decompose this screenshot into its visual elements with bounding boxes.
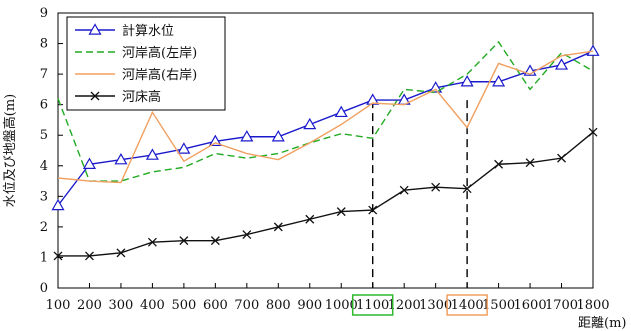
series-line [58, 131, 594, 257]
x-marker [399, 185, 409, 195]
triangle-marker [208, 134, 222, 147]
x-marker [116, 248, 126, 258]
x-tick-label: 500 [171, 298, 196, 313]
triangle-marker [554, 58, 569, 70]
y-tick-label: 5 [40, 128, 48, 143]
x-marker [588, 127, 598, 137]
y-tick-label: 8 [40, 37, 48, 52]
x-marker [368, 205, 378, 215]
triangle-marker [240, 130, 254, 142]
x-marker [431, 182, 441, 192]
x-tick-label: 1300 [419, 298, 452, 313]
x-marker [147, 237, 157, 247]
x-tick-label: 1600 [514, 298, 547, 313]
triangle-marker [334, 105, 348, 118]
triangle-marker [271, 130, 285, 142]
triangle-marker [88, 23, 102, 35]
y-tick-label: 2 [40, 220, 48, 235]
x-tick-label: 1700 [545, 298, 578, 313]
x-marker [557, 153, 566, 163]
series-line [57, 40, 594, 182]
x-marker [494, 159, 504, 169]
triangle-marker [114, 152, 128, 165]
x-marker [462, 184, 472, 194]
x-marker [525, 158, 535, 168]
x-tick-label: 200 [77, 298, 102, 313]
highlighted-x-box [351, 294, 394, 316]
legend-label: 河岸高(左岸) [122, 45, 197, 61]
triangle-marker [366, 93, 380, 105]
axes: 0 1 2 3 4 5 6 7 8 9 100 200 300 400 500 600 700 800 900 100… [2, 6, 626, 331]
series-line [57, 50, 594, 184]
y-tick-label: 9 [40, 6, 48, 21]
x-marker [90, 91, 100, 101]
series-line [57, 50, 594, 206]
x-tick-label: 100 [46, 298, 71, 313]
x-tick-label: 1500 [482, 298, 515, 313]
x-marker [273, 222, 283, 232]
y-tick-label: 4 [40, 159, 48, 174]
triangle-marker [82, 157, 97, 169]
x-tick-label: 400 [140, 298, 165, 313]
x-tick-label: 1800 [576, 298, 609, 313]
x-marker [85, 251, 94, 261]
triangle-marker [51, 198, 65, 211]
y-tick-label: 6 [40, 98, 48, 113]
x-tick-label: 1100 [356, 298, 389, 313]
triangle-marker [460, 75, 474, 87]
legend-label: 河岸高(右岸) [122, 67, 197, 83]
x-axis-title: 距離(m) [578, 316, 626, 331]
x-tick-label: 700 [234, 298, 259, 313]
y-tick-label: 7 [40, 67, 48, 82]
x-marker [53, 251, 63, 261]
triangle-marker [145, 148, 159, 160]
x-tick-label: 1000 [325, 298, 358, 313]
highlighted-x-box [446, 294, 488, 316]
triangle-marker [429, 81, 443, 93]
x-marker [210, 236, 220, 246]
legend-label: 計算水位 [122, 23, 174, 39]
y-tick-label: 1 [40, 250, 48, 265]
x-marker [242, 230, 252, 239]
x-tick-label: 1400 [451, 298, 484, 313]
legend-label: 河床高 [122, 89, 161, 105]
plot-frame [57, 12, 594, 289]
highlight-lines [351, 100, 488, 316]
triangle-marker [586, 44, 600, 56]
y-tick-label: 3 [40, 189, 48, 204]
x-tick-label: 600 [203, 298, 228, 313]
x-marker [305, 214, 315, 224]
triangle-marker [492, 75, 506, 87]
x-tick-label: 1200 [388, 298, 421, 313]
x-tick-label: 800 [266, 298, 291, 313]
x-tick-label: 300 [109, 298, 134, 313]
triangle-marker [303, 117, 317, 130]
series-lines [51, 40, 600, 261]
x-marker [179, 236, 189, 246]
y-axis-title: 水位及び地盤高(m) [2, 94, 18, 207]
x-tick-label: 900 [297, 298, 322, 313]
x-marker [336, 207, 346, 217]
y-tick-label: 0 [40, 281, 48, 296]
triangle-marker [177, 142, 191, 154]
